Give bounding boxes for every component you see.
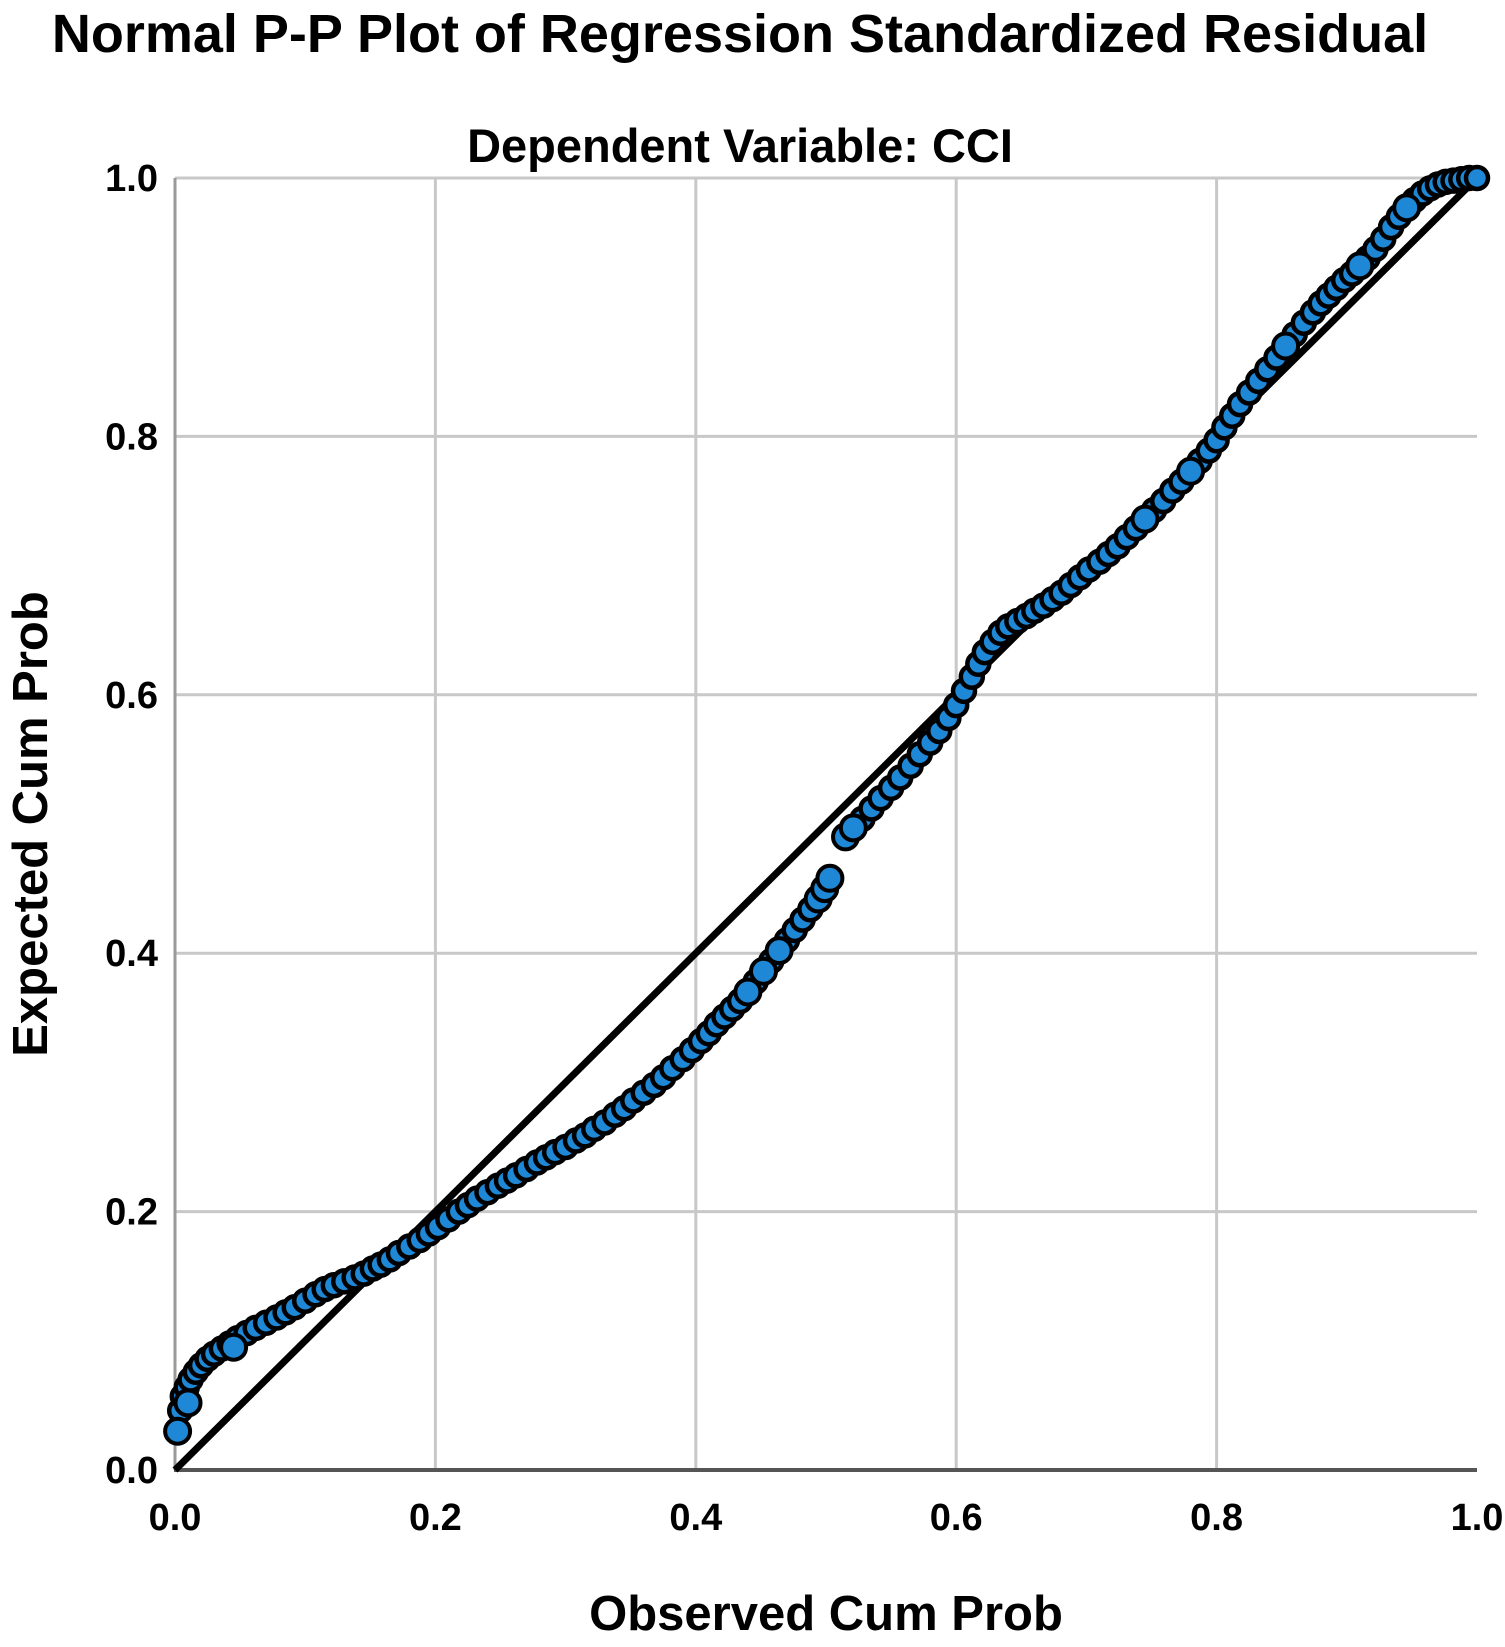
x-tick-label: 0.0 [149,1497,202,1539]
data-point-emphasis [1345,251,1375,281]
data-point-emphasis [733,977,763,1007]
data-point-emphasis [173,1388,203,1418]
x-axis-title: Observed Cum Prob [589,1587,1063,1641]
data-point-emphasis [219,1332,249,1362]
x-tick-label: 1.0 [1451,1497,1504,1539]
data-point-emphasis [815,863,845,893]
chart-title: Normal P-P Plot of Regression Standardiz… [52,4,1428,64]
y-tick-label: 0.6 [105,675,158,717]
data-point-emphasis [163,1416,193,1446]
x-tick-label: 0.4 [669,1497,722,1539]
data-point-emphasis [1176,456,1206,486]
x-tick-label: 0.2 [409,1497,462,1539]
y-tick-label: 0.8 [105,416,158,458]
data-point-emphasis [838,813,868,843]
data-point-emphasis [1130,504,1160,534]
scatter-points [163,164,1491,1446]
gridlines [175,176,1477,1470]
y-tick-label: 0.2 [105,1192,158,1234]
y-tick-label: 0.4 [105,933,158,975]
x-tick-label: 0.8 [1190,1497,1243,1539]
chart-subtitle: Dependent Variable: CCI [467,119,1013,172]
y-axis-title: Expected Cum Prob [4,591,58,1057]
axes [173,178,1477,1472]
y-tick-label: 1.0 [105,158,158,200]
data-point [1463,164,1491,192]
data-point-emphasis [1271,331,1301,361]
data-point-emphasis [749,956,779,986]
data-point-emphasis [764,936,794,966]
y-tick-label: 0.0 [105,1450,158,1492]
data-point-emphasis [1392,193,1422,223]
tick-labels: 0.0 0.2 0.4 0.6 0.8 1.0 0.0 0.2 0.4 0.6 0.8 1.0 [105,158,1503,1539]
x-tick-label: 0.6 [930,1497,983,1539]
